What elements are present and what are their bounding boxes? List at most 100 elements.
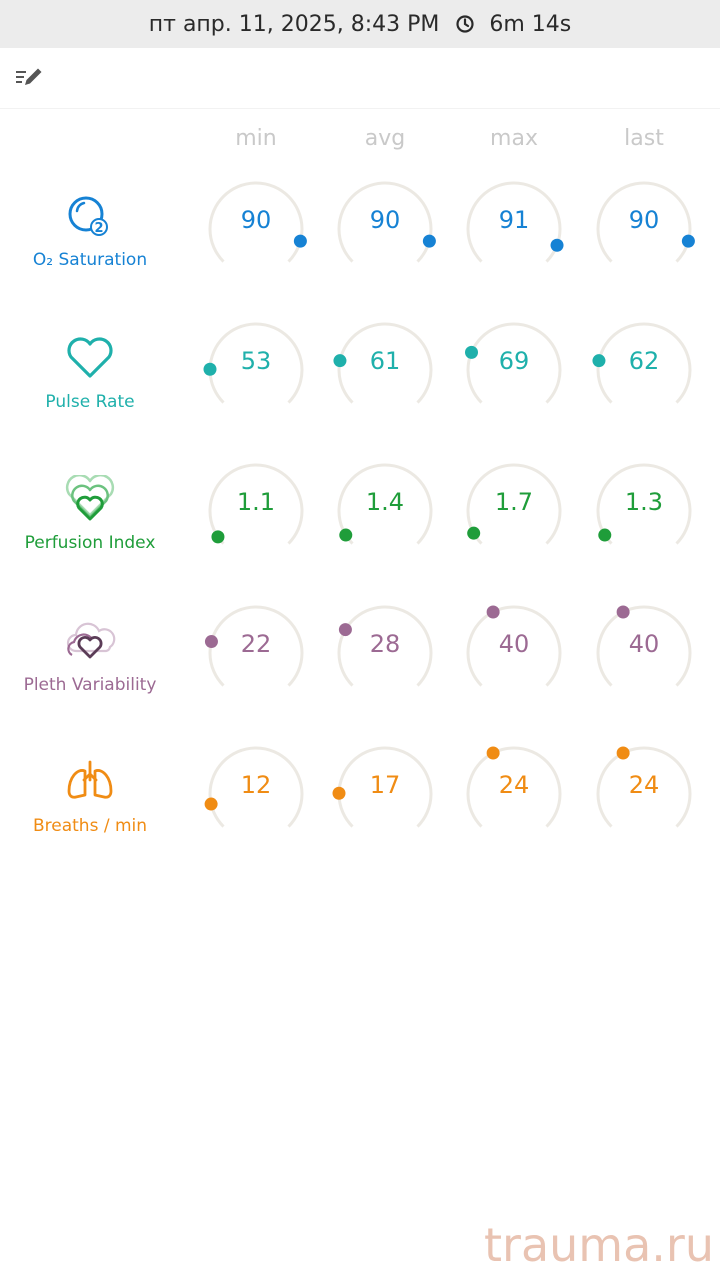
gauge-breaths-last: 24 [589,739,699,849]
gauge-perfusion-min: 1.1 [201,456,311,566]
metric-label: Pulse Rate [45,392,135,412]
gauge-value: 90 [240,206,272,234]
gauge-dial [596,746,692,828]
gauge-indicator-dot [338,623,352,637]
gauge-value: 1.7 [494,488,534,516]
session-duration: 6m 14s [489,11,572,37]
gauge-pleth-last: 40 [589,598,699,708]
pleth-variability-icon [62,617,118,665]
gauge-indicator-dot [332,786,346,800]
edit-list-button[interactable] [12,62,48,94]
gauge-indicator-dot [550,238,564,252]
gauge-value: 17 [369,771,401,799]
gauge-value: 1.3 [624,488,664,516]
lungs-icon [62,758,118,806]
gauge-dial [466,605,562,687]
gauge-value: 12 [240,771,272,799]
gauge-value: 28 [369,630,401,658]
gauge-indicator-dot [486,605,500,619]
gauge-value: 1.4 [365,488,405,516]
gauge-indicator-dot [204,635,218,649]
metric-breaths-per-min: Breaths / min [0,758,180,868]
gauge-dial [596,463,692,545]
gauge-track [466,605,562,687]
gauge-pulse-last: 62 [589,315,699,425]
svg-text:2: 2 [94,221,103,236]
gauge-indicator-dot [293,234,307,248]
gauge-indicator-dot [211,530,225,544]
gauge-indicator-dot [333,354,347,368]
gauge-dial [332,746,433,828]
metric-label: Pleth Variability [23,675,157,695]
gauge-indicator-dot [486,746,500,760]
o2-saturation-icon: 2 [62,192,118,240]
gauge-track [337,181,433,263]
gauge-indicator-dot [203,362,217,376]
gauge-dial [337,463,433,545]
gauge-track [596,746,692,828]
gauge-value: 24 [628,771,660,799]
gauge-pleth-max: 40 [459,598,569,708]
gauge-indicator-dot [422,234,436,248]
gauge-indicator-dot [616,605,630,619]
gauge-dial [203,322,304,404]
gauge-indicator-dot [616,746,630,760]
watermark: trauma.ru [484,1218,714,1272]
metric-label: Breaths / min [32,816,148,836]
gauge-dial [208,463,304,545]
gauge-value: 22 [240,630,272,658]
metric-perfusion-index: Perfusion Index [0,475,180,585]
gauge-dial [466,463,562,545]
gauge-indicator-dot [598,528,612,542]
gauge-pulse-avg: 61 [330,315,440,425]
gauge-indicator-dot [681,234,695,248]
metric-o2-saturation: 2 O₂ Saturation [0,192,180,302]
gauge-dial [465,322,562,404]
gauge-breaths-max: 24 [459,739,569,849]
gauge-track [596,181,692,263]
perfusion-index-icon [62,475,118,523]
gauge-value: 69 [498,347,530,375]
gauge-track [596,605,692,687]
gauge-o2-last: 90 [589,174,699,284]
gauge-dial [596,181,695,263]
column-header-min: min [235,126,277,151]
gauge-perfusion-last: 1.3 [589,456,699,566]
gauge-dial [204,746,304,828]
gauge-value: 1.1 [236,488,276,516]
gauge-perfusion-avg: 1.4 [330,456,440,566]
gauge-value: 90 [628,206,660,234]
gauge-value: 90 [369,206,401,234]
gauge-track [337,463,433,545]
edit-list-icon [16,68,42,85]
gauge-dial [596,605,692,687]
gauge-value: 62 [628,347,660,375]
metric-pleth-variability: Pleth Variability [0,617,180,727]
gauge-breaths-avg: 17 [330,739,440,849]
gauge-value: 53 [240,347,272,375]
gauge-o2-max: 91 [459,174,569,284]
gauge-o2-min: 90 [201,174,311,284]
gauge-pulse-min: 53 [201,315,311,425]
gauge-dial [592,322,692,404]
metric-label: Perfusion Index [24,533,156,553]
metric-label: O₂ Saturation [32,250,148,270]
gauge-track [337,322,433,404]
gauge-track [466,746,562,828]
gauge-dial [337,181,436,263]
gauge-track [596,463,692,545]
gauge-dial [204,605,304,687]
gauge-indicator-dot [204,797,218,811]
gauge-track [208,181,304,263]
gauge-dial [337,605,433,687]
session-datetime: пт апр. 11, 2025, 8:43 PM [148,11,440,37]
heart-icon [62,334,118,382]
gauge-dial [466,746,562,828]
status-header: пт апр. 11, 2025, 8:43 PM 6m 14s [0,0,720,48]
gauge-track [208,605,304,687]
gauge-pleth-min: 22 [201,598,311,708]
gauge-breaths-min: 12 [201,739,311,849]
gauge-track [466,181,562,263]
gauge-indicator-dot [467,526,481,540]
toolbar [0,48,720,109]
